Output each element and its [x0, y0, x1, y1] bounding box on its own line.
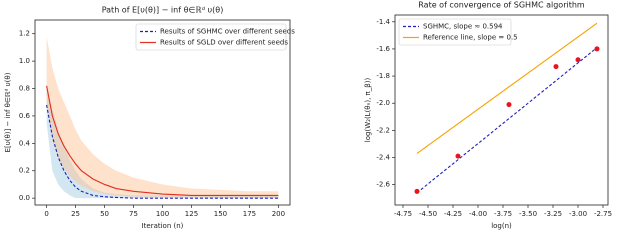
legend-box [398, 18, 512, 46]
y-tick-label: -2.6 [376, 181, 390, 189]
y-tick-label: -2.4 [376, 154, 390, 162]
plot-frame [394, 14, 609, 206]
chart-title: Path of E[υ(θ)] − inf θ∈ℝᵈ υ(θ) [102, 6, 224, 15]
x-tick-label: 50 [100, 210, 109, 218]
legend-label: Results of SGHMC over different seeds [160, 28, 295, 36]
y-tick-label: 0.4 [19, 139, 31, 147]
y-tick-label: 0.0 [19, 194, 30, 202]
series-line [416, 22, 598, 154]
y-tick-label: 0.6 [19, 112, 31, 120]
data-point [506, 102, 512, 108]
y-tick-label: 0.2 [19, 167, 30, 175]
data-point [455, 153, 461, 159]
x-tick-label: 150 [214, 210, 227, 218]
y-tick-label: -2.0 [376, 99, 390, 107]
x-tick-label: -2.75 [594, 210, 612, 218]
data-point [575, 57, 581, 63]
series-line [46, 85, 279, 196]
y-tick-label: 0.8 [19, 85, 30, 93]
x-tick-label: 200 [272, 210, 285, 218]
confidence-band [46, 36, 279, 199]
y-tick-label: 1.2 [19, 30, 30, 38]
y-tick-label: -2.2 [376, 126, 390, 134]
x-tick-label: 175 [243, 210, 256, 218]
data-point [594, 46, 600, 52]
y-axis-label: E[υ(θ)] − inf θ∈ℝᵈ υ(θ) [4, 72, 12, 152]
x-tick-label: -4.25 [444, 210, 462, 218]
x-tick-label: -4.75 [394, 210, 412, 218]
chart-title: Rate of convergence of SGHMC algorithm [418, 1, 585, 10]
figure: Path of E[υ(θ)] − inf θ∈ℝᵈ υ(θ) Iteration… [4, 1, 612, 231]
x-tick-label: -3.25 [544, 210, 562, 218]
confidence-band [46, 88, 279, 199]
legend-label: Results of SGLD over different seeds [160, 39, 288, 47]
x-tick-label: -4.00 [469, 210, 487, 218]
x-tick-label: -3.75 [494, 210, 512, 218]
series-line [416, 47, 598, 194]
legend-box [135, 23, 287, 51]
series-line [46, 104, 279, 199]
x-tick-label: 125 [185, 210, 198, 218]
data-point [414, 188, 420, 194]
x-tick-label: -3.50 [519, 210, 537, 218]
x-tick-label: 75 [129, 210, 138, 218]
x-axis-label: Iteration (n) [142, 222, 184, 230]
x-tick-label: 0 [44, 210, 48, 218]
legend-label: Reference line, slope = 0.5 [423, 34, 518, 42]
legend-label: SGHMC, slope ≈ 0.594 [423, 23, 503, 31]
y-tick-label: -1.4 [376, 18, 390, 26]
y-axis-label: log(W₂(L(θₙ), π_β)) [364, 78, 372, 143]
x-axis-label: log(n) [491, 222, 512, 230]
x-tick-label: 100 [156, 210, 169, 218]
page: Path of E[υ(θ)] − inf θ∈ℝᵈ υ(θ) Iteration… [4, 0, 613, 231]
x-tick-label: 25 [71, 210, 80, 218]
x-tick-label: -4.50 [419, 210, 437, 218]
y-tick-label: -1.8 [376, 72, 390, 80]
y-tick-label: -1.6 [376, 45, 390, 53]
plot-frame [34, 19, 291, 206]
y-tick-label: 1.0 [19, 57, 30, 65]
x-tick-label: -3.00 [569, 210, 587, 218]
data-point [553, 64, 559, 70]
